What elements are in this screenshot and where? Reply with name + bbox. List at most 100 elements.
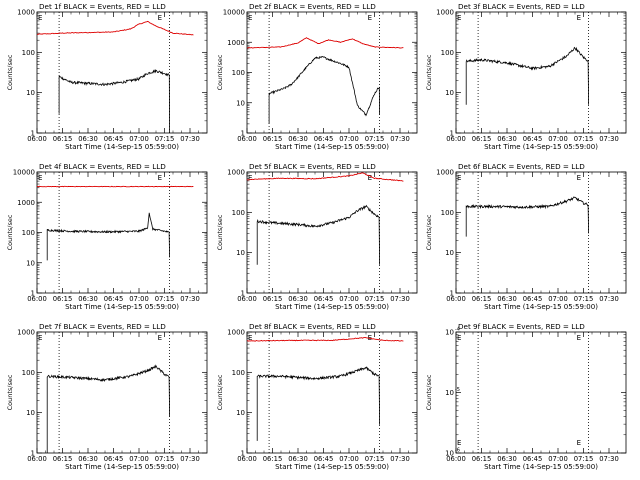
x-tick-label: 06:45 xyxy=(104,455,124,463)
y-tick-label: 1 xyxy=(241,130,245,138)
y-tick-label: 1000 xyxy=(227,39,245,47)
x-tick-label: 06:15 xyxy=(472,135,492,143)
chart-title: Det 2f BLACK = Events, RED = LLD xyxy=(249,2,376,11)
x-tick-label: 06:45 xyxy=(523,455,543,463)
x-tick-label: 06:15 xyxy=(53,455,73,463)
x-tick-label: 06:45 xyxy=(314,135,334,143)
plot-frame xyxy=(455,11,627,134)
start-marker-glyph: E xyxy=(457,334,461,342)
x-tick-label: 06:15 xyxy=(263,295,283,303)
events-series-line xyxy=(58,68,170,134)
y-tick-label: 1000 xyxy=(436,169,454,177)
y-tick-label: 10 xyxy=(445,89,454,97)
chart-panel-7: Det 7f BLACK = Events, RED = LLD 1 10 100 10… xyxy=(6,322,208,471)
y-tick-label: 100 xyxy=(22,49,35,57)
plot-frame xyxy=(36,331,208,454)
y-tick-label: 1 xyxy=(31,450,35,458)
x-tick-label: 06:00 xyxy=(237,455,257,463)
x-tick-label: 07:15 xyxy=(574,295,594,303)
y-axis-label: Counts/sec xyxy=(6,54,14,90)
end-marker-glyph: E xyxy=(368,14,372,22)
x-tick-label: 06:30 xyxy=(497,135,517,143)
chart-panel-1: Det 1f BLACK = Events, RED = LLD 1 10 100 10… xyxy=(6,2,208,151)
x-tick-label: 06:00 xyxy=(446,295,466,303)
events-series-line xyxy=(256,366,380,441)
chart-title: Det 3f BLACK = Events, RED = LLD xyxy=(458,2,585,11)
chart-title: Det 1f BLACK = Events, RED = LLD xyxy=(39,2,166,11)
end-marker-glyph: E xyxy=(368,174,372,182)
start-marker-glyph: E xyxy=(457,174,461,182)
x-tick-label: 06:45 xyxy=(314,295,334,303)
chart-panel-8: Det 8f BLACK = Events, RED = LLD 1 10 100 10… xyxy=(216,322,418,471)
y-tick-label: 10 xyxy=(445,329,454,337)
x-tick-label: 07:15 xyxy=(365,455,385,463)
y-tick-label: 10000 xyxy=(13,169,35,177)
x-axis-label: Start Time (14-Sep-15 05:59:00) xyxy=(65,143,179,151)
chart-panel-2: Det 2f BLACK = Events, RED = LLD 1 10 100 10… xyxy=(216,2,418,151)
x-tick-label: 06:30 xyxy=(497,295,517,303)
events-series-line xyxy=(256,204,380,265)
x-tick-label: 07:15 xyxy=(365,135,385,143)
x-tick-label: 06:30 xyxy=(78,135,98,143)
end-marker-glyph: E xyxy=(158,174,162,182)
y-tick-label: 1000 xyxy=(227,329,245,337)
chart-title: Det 7f BLACK = Events, RED = LLD xyxy=(39,322,166,331)
y-tick-label: 1000 xyxy=(436,9,454,17)
x-tick-label: 07:30 xyxy=(180,455,200,463)
lld-series-line xyxy=(36,20,194,36)
y-tick-label: 100 xyxy=(232,209,245,217)
lld-series-line xyxy=(246,37,404,49)
y-tick-label: 10 xyxy=(236,99,245,107)
x-axis-label: Start Time (14-Sep-15 05:59:00) xyxy=(275,303,389,311)
chart-panel-3: Det 3f BLACK = Events, RED = LLD 1 10 100 10… xyxy=(425,2,627,151)
x-tick-label: 06:15 xyxy=(263,455,283,463)
x-tick-label: 06:00 xyxy=(27,135,47,143)
end-marker-glyph: E xyxy=(577,439,581,447)
x-tick-label: 06:45 xyxy=(523,295,543,303)
plot-frame xyxy=(246,11,418,134)
x-tick-label: 07:00 xyxy=(339,455,359,463)
events-series-line xyxy=(268,56,380,124)
start-marker-glyph: E xyxy=(38,14,42,22)
y-tick-label: 10 xyxy=(445,450,454,458)
y-tick-label: 1000 xyxy=(227,169,245,177)
x-tick-label: 07:15 xyxy=(365,295,385,303)
start-marker-glyph: E xyxy=(38,174,42,182)
x-tick-label: 07:00 xyxy=(339,295,359,303)
x-tick-label: 07:15 xyxy=(155,295,175,303)
x-tick-label: 06:30 xyxy=(78,455,98,463)
x-tick-label: 06:30 xyxy=(288,135,308,143)
x-tick-label: 06:00 xyxy=(446,455,466,463)
x-tick-label: 06:15 xyxy=(472,295,492,303)
chart-title: Det 8f BLACK = Events, RED = LLD xyxy=(249,322,376,331)
y-tick-label: 1 xyxy=(241,290,245,298)
y-tick-label: 10000 xyxy=(223,9,245,17)
y-tick-label: 10 xyxy=(26,89,35,97)
y-tick-label: 1000 xyxy=(17,9,35,17)
x-tick-label: 06:45 xyxy=(104,135,124,143)
y-axis-label: Counts/sec xyxy=(6,214,14,250)
chart-title: Det 4f BLACK = Events, RED = LLD xyxy=(39,162,166,171)
y-tick-label: 1000 xyxy=(17,199,35,207)
x-tick-label: 07:00 xyxy=(129,295,149,303)
x-tick-label: 06:00 xyxy=(237,295,257,303)
x-tick-label: 06:15 xyxy=(53,135,73,143)
x-axis-label: Start Time (14-Sep-15 05:59:00) xyxy=(484,143,598,151)
plot-frame xyxy=(36,171,208,294)
x-tick-label: 07:15 xyxy=(574,135,594,143)
x-tick-label: 07:00 xyxy=(548,135,568,143)
chart-panel-6: Det 6f BLACK = Events, RED = LLD 1 10 100 10… xyxy=(425,162,627,311)
y-axis-label: Counts/sec xyxy=(216,374,224,410)
chart-title: Det 6f BLACK = Events, RED = LLD xyxy=(458,162,585,171)
y-axis-label: Counts/sec xyxy=(6,374,14,410)
x-axis-label: Start Time (14-Sep-15 05:59:00) xyxy=(65,463,179,471)
y-axis-label: Counts/sec xyxy=(425,214,433,250)
x-tick-label: 07:30 xyxy=(599,295,619,303)
y-tick-exponent: -4 xyxy=(455,327,460,333)
start-marker-glyph: E xyxy=(457,14,461,22)
plot-frame xyxy=(455,331,627,454)
x-tick-label: 06:45 xyxy=(314,455,334,463)
x-axis-label: Start Time (14-Sep-15 05:59:00) xyxy=(484,303,598,311)
x-tick-label: 06:00 xyxy=(446,135,466,143)
x-tick-label: 06:30 xyxy=(288,455,308,463)
